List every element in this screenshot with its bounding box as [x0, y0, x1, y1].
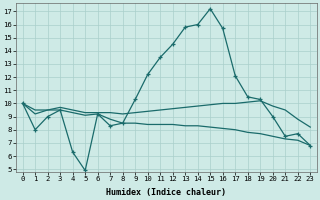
X-axis label: Humidex (Indice chaleur): Humidex (Indice chaleur): [107, 188, 227, 197]
